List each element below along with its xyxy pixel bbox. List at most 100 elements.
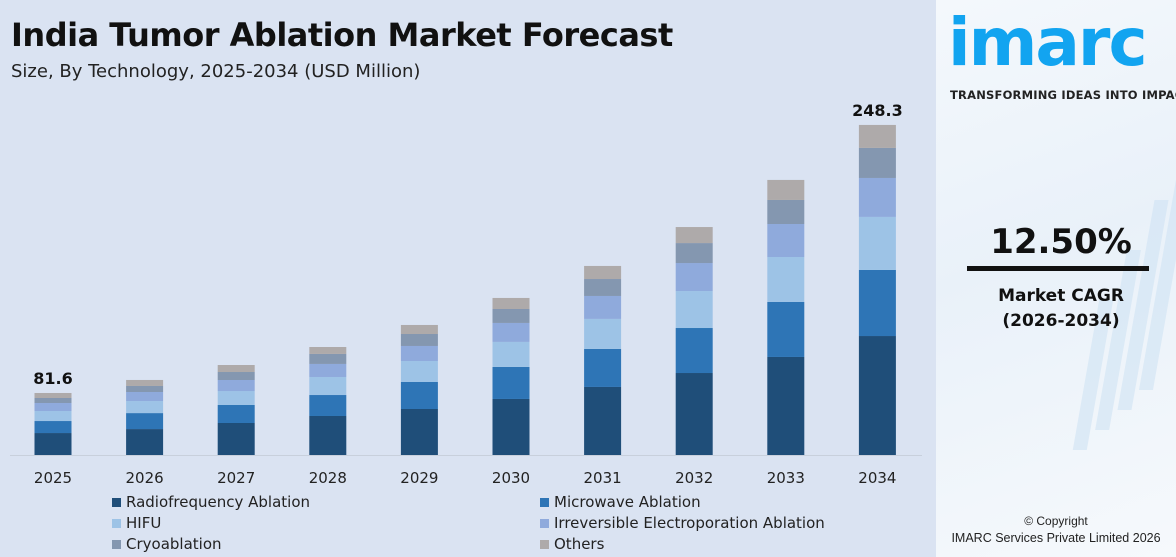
legend-label: Irreversible Electroporation Ablation	[554, 514, 825, 532]
bar-segment-hifu-2031	[584, 318, 622, 349]
bar-segment-others-2034	[858, 124, 896, 148]
bar-segment-hifu-2030	[492, 341, 530, 367]
bar-segment-others-2033	[767, 179, 805, 200]
chart-panel: India Tumor Ablation Market Forecast Siz…	[10, 16, 922, 553]
bar-segment-others-2029	[400, 324, 438, 335]
cagr-label: Market CAGR (2026-2034)	[936, 284, 1176, 334]
bar-segment-cryoablation-2025	[34, 398, 72, 404]
bar-segment-microwave-ablation-2029	[400, 382, 438, 409]
bar-segment-cryoablation-2030	[492, 309, 530, 323]
legend-swatch	[112, 518, 121, 528]
bar-segment-radiofrequency-ablation-2031	[584, 386, 622, 455]
legend-swatch	[540, 497, 549, 507]
bar-segment-hifu-2028	[309, 376, 347, 396]
bar-segment-cryoablation-2032	[675, 243, 713, 264]
bar-segment-cryoablation-2029	[400, 334, 438, 346]
bar-segment-microwave-ablation-2025	[34, 421, 72, 434]
bar-segment-others-2032	[675, 227, 713, 244]
bar-segment-microwave-ablation-2033	[767, 301, 805, 357]
legend-item: Radiofrequency Ablation	[112, 493, 310, 511]
legend-swatch	[112, 539, 121, 549]
bar-segment-hifu-2029	[400, 360, 438, 383]
bar-segment-microwave-ablation-2034	[858, 269, 896, 337]
bar-segment-radiofrequency-ablation-2027	[217, 423, 255, 455]
bar-segment-hifu-2033	[767, 257, 805, 302]
bar-segment-irreversible-electroporation-ablation-2025	[34, 403, 72, 411]
bar-segment-others-2031	[584, 265, 622, 280]
bar-segment-irreversible-electroporation-ablation-2028	[309, 363, 347, 377]
x-tick-label: 2034	[858, 469, 896, 487]
bar-segment-others-2027	[217, 365, 255, 373]
legend-item: Cryoablation	[112, 535, 222, 553]
total-label-2034: 248.3	[852, 101, 903, 120]
legend-label: HIFU	[126, 514, 162, 532]
bar-segment-cryoablation-2034	[858, 147, 896, 178]
bar-segment-radiofrequency-ablation-2028	[309, 415, 347, 455]
x-tick-label: 2032	[675, 469, 713, 487]
bar-segment-irreversible-electroporation-ablation-2027	[217, 380, 255, 392]
bar-segment-hifu-2032	[675, 291, 713, 329]
bar-segment-cryoablation-2028	[309, 353, 347, 364]
copyright: © Copyright	[1024, 514, 1088, 528]
bar-segment-others-2025	[34, 392, 72, 399]
info-sidebar: imarc TRANSFORMING IDEAS INTO IMPACT 12.…	[936, 0, 1176, 557]
legend-item: Others	[540, 535, 604, 553]
bar-segment-radiofrequency-ablation-2026	[126, 429, 164, 455]
bar-segment-microwave-ablation-2030	[492, 366, 530, 399]
x-tick-label: 2027	[217, 469, 255, 487]
legend-label: Radiofrequency Ablation	[126, 493, 311, 511]
bar-segment-irreversible-electroporation-ablation-2032	[675, 263, 713, 292]
bar-segment-irreversible-electroporation-ablation-2034	[858, 177, 896, 217]
bar-segment-radiofrequency-ablation-2033	[767, 356, 805, 455]
bar-segment-microwave-ablation-2027	[217, 405, 255, 424]
legend-label: Others	[554, 535, 605, 553]
cagr-value: 12.50%	[990, 222, 1132, 262]
bar-segment-radiofrequency-ablation-2034	[858, 336, 896, 455]
x-tick-label: 2030	[492, 469, 530, 487]
bar-segment-irreversible-electroporation-ablation-2030	[492, 322, 530, 342]
bar-segment-irreversible-electroporation-ablation-2026	[126, 392, 164, 402]
bar-segment-hifu-2034	[858, 216, 896, 270]
legend-item: HIFU	[112, 514, 161, 532]
bar-segment-irreversible-electroporation-ablation-2031	[584, 295, 622, 319]
bar-segment-microwave-ablation-2031	[584, 348, 622, 387]
logo-tagline: TRANSFORMING IDEAS INTO IMPACT	[950, 88, 1176, 102]
legend-label: Microwave Ablation	[554, 493, 701, 511]
cagr-period: (2026-2034)	[1002, 311, 1120, 331]
x-tick-label: 2033	[767, 469, 805, 487]
bar-segment-radiofrequency-ablation-2032	[675, 373, 713, 455]
chart-title: India Tumor Ablation Market Forecast	[11, 16, 673, 54]
bar-segment-microwave-ablation-2032	[675, 328, 713, 374]
chart-subtitle: Size, By Technology, 2025-2034 (USD Mill…	[11, 61, 421, 82]
x-tick-label: 2026	[126, 469, 164, 487]
legend-swatch	[540, 518, 549, 528]
x-tick-label: 2028	[309, 469, 347, 487]
bar-segment-hifu-2026	[126, 401, 164, 414]
bar-segment-others-2030	[492, 297, 530, 310]
bar-segment-irreversible-electroporation-ablation-2033	[767, 223, 805, 258]
legend-label: Cryoablation	[126, 535, 222, 553]
imarc-logo: imarc	[948, 4, 1148, 81]
total-label-2025: 81.6	[33, 369, 72, 388]
stacked-bar-chart: 2025 81.6 2026 2027 2028 2029 2030 2031 2032 2033…	[10, 101, 922, 487]
bar-segment-cryoablation-2033	[767, 199, 805, 224]
bar-segment-cryoablation-2026	[126, 385, 164, 393]
bar-segment-hifu-2027	[217, 391, 255, 406]
bar-segment-others-2028	[309, 346, 347, 354]
cagr-label-text: Market CAGR	[998, 286, 1124, 306]
bar-segment-cryoablation-2031	[584, 279, 622, 296]
legend-swatch	[112, 497, 121, 507]
legend-item: Irreversible Electroporation Ablation	[540, 514, 825, 532]
bar-segment-radiofrequency-ablation-2029	[400, 408, 438, 455]
bar-segment-irreversible-electroporation-ablation-2029	[400, 345, 438, 361]
x-tick-label: 2031	[584, 469, 622, 487]
bar-segment-radiofrequency-ablation-2025	[34, 433, 72, 455]
legend-swatch	[540, 539, 549, 549]
bar-segment-microwave-ablation-2026	[126, 413, 164, 430]
bar-segment-others-2026	[126, 379, 164, 386]
cagr-divider	[967, 266, 1149, 271]
bar-segment-cryoablation-2027	[217, 372, 255, 381]
bar-segment-radiofrequency-ablation-2030	[492, 398, 530, 455]
x-tick-label: 2029	[400, 469, 438, 487]
company-name: IMARC Services Private Limited 2026	[951, 531, 1161, 545]
